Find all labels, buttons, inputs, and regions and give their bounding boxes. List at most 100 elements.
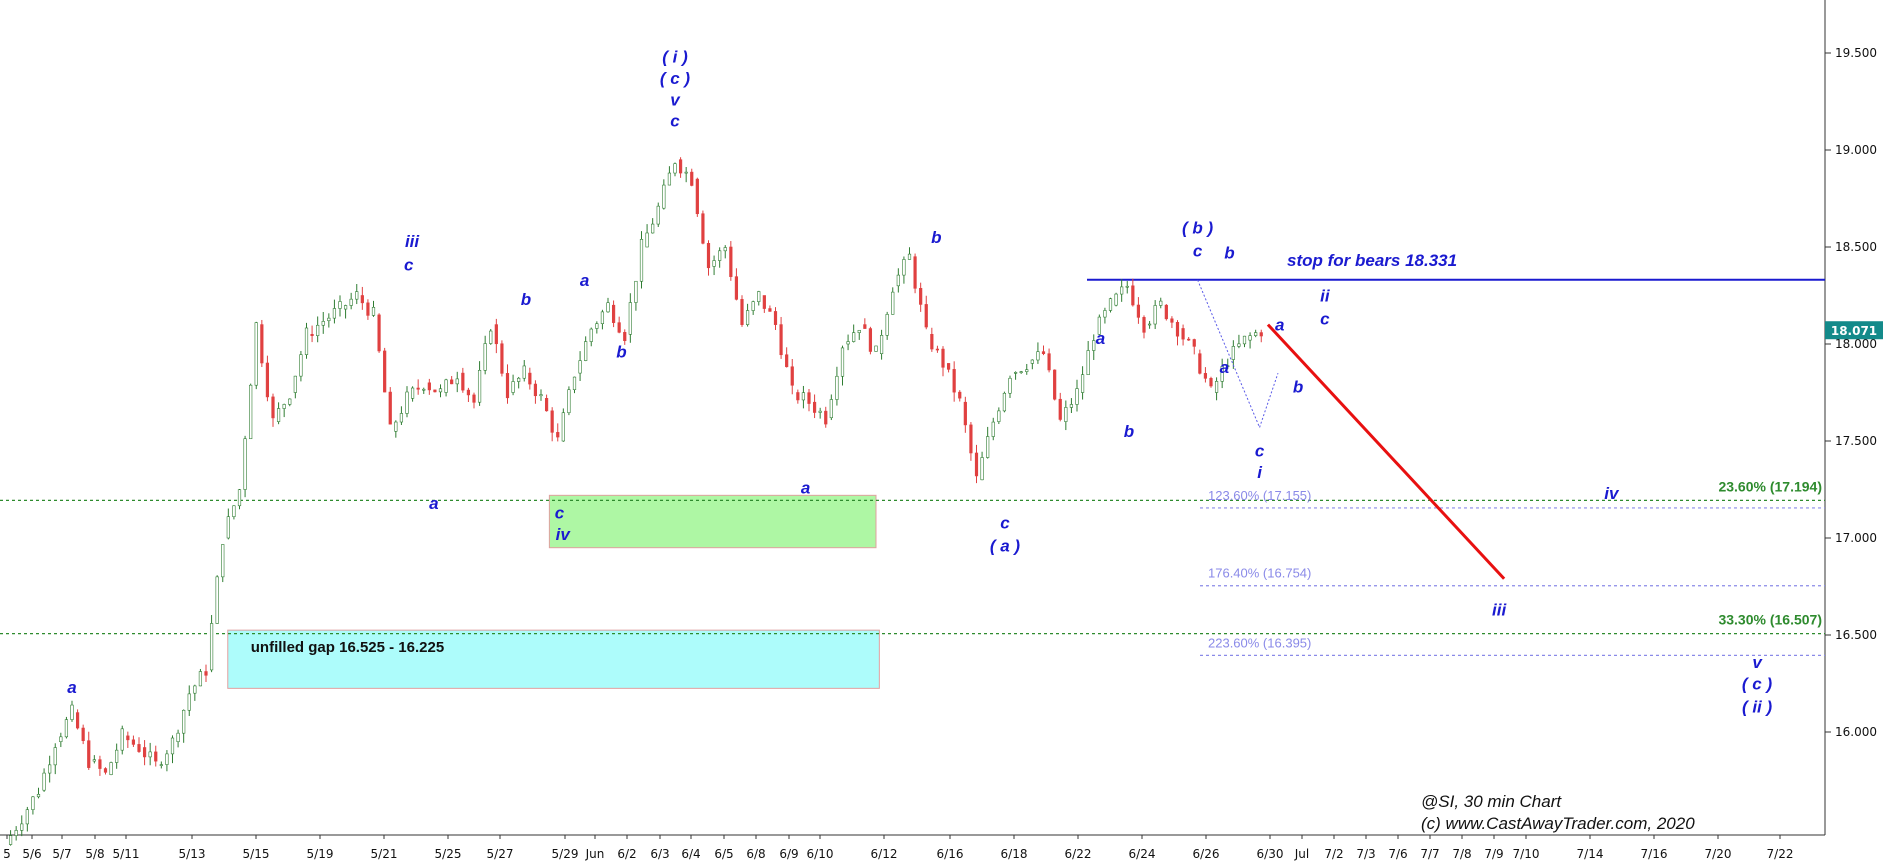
candle-body <box>1220 366 1224 382</box>
candle-body <box>433 389 437 393</box>
candle-body <box>690 171 694 186</box>
candle-body <box>416 387 420 390</box>
candle-body <box>288 398 292 405</box>
candle-body <box>489 330 493 344</box>
wave-label: ( i ) <box>662 48 688 67</box>
wave-label: iv <box>1604 484 1620 503</box>
candle-body <box>109 762 113 775</box>
x-tick-label: 5/8 <box>85 847 104 861</box>
candle-body <box>902 259 906 276</box>
candle-body <box>383 350 387 393</box>
candle-body <box>667 172 672 186</box>
candle-body <box>505 373 510 399</box>
candle-body <box>1041 351 1046 354</box>
candle-body <box>729 246 733 277</box>
candle-body <box>578 360 582 374</box>
candle-body <box>879 335 884 355</box>
y-tick-label: 18.000 <box>1835 337 1877 351</box>
candle-body <box>500 343 504 374</box>
candle-body <box>142 747 147 758</box>
candle-body <box>941 348 945 368</box>
level-label: 33.30% (16.507) <box>1718 612 1822 628</box>
candle-body <box>740 299 744 325</box>
candle-body <box>159 764 163 766</box>
candle-body <box>645 232 649 248</box>
candle-body <box>556 432 560 438</box>
candle-body <box>913 256 917 289</box>
candle-body <box>550 410 554 433</box>
candle-body <box>154 751 158 762</box>
candle-body <box>103 768 108 773</box>
wave-label: b <box>931 228 941 247</box>
candle-body <box>20 823 24 831</box>
candle-body <box>232 505 236 518</box>
candle-body <box>355 291 359 300</box>
candle-body <box>651 223 655 234</box>
candle-body <box>1237 343 1241 347</box>
candle-body <box>528 372 532 385</box>
candle-body <box>394 421 398 432</box>
x-tick-label: Jul <box>1294 847 1309 861</box>
candle-body <box>327 317 331 322</box>
candle-body <box>405 391 409 414</box>
wave-label: a <box>67 678 76 697</box>
candle-body <box>276 408 281 422</box>
x-tick-label: 6/26 <box>1193 847 1220 861</box>
candle-body <box>1008 377 1012 394</box>
candle-body <box>517 377 521 382</box>
candle-body <box>891 291 895 315</box>
candle-body <box>818 410 822 413</box>
candle-body <box>930 333 934 350</box>
candle-body <box>204 671 208 676</box>
wave-label: b <box>521 290 531 309</box>
level-label: stop for bears 18.331 <box>1287 251 1457 270</box>
x-tick-label: 5/29 <box>552 847 579 861</box>
candle-body <box>299 354 303 377</box>
candle-body <box>779 324 783 356</box>
x-tick-label: 5/13 <box>179 847 206 861</box>
x-tick-label: 5/27 <box>487 847 514 861</box>
candle-body <box>126 735 130 741</box>
candle-body <box>874 345 878 352</box>
candle-body <box>1187 338 1191 341</box>
candle-body <box>611 304 616 323</box>
candle-body <box>170 737 175 755</box>
candle-body <box>896 274 900 287</box>
candle-body <box>293 375 297 393</box>
x-tick-label: 5/7 <box>52 847 71 861</box>
x-tick-label: 5/19 <box>307 847 334 861</box>
wave-label: b <box>1124 422 1134 441</box>
x-tick-label: 5/15 <box>243 847 270 861</box>
x-tick-label: 5 <box>3 847 11 861</box>
candle-body <box>1214 381 1219 393</box>
candle-body <box>1075 388 1079 405</box>
x-tick-label: 5/11 <box>113 847 140 861</box>
candle-body <box>427 382 431 391</box>
candle-body <box>53 747 57 766</box>
candle-body <box>745 310 750 325</box>
candle-body <box>1159 300 1163 306</box>
wave-label: iii <box>1492 601 1507 620</box>
candle-body <box>1153 305 1157 325</box>
candle-body <box>790 366 794 386</box>
candle-body <box>952 369 956 393</box>
candle-body <box>623 332 627 341</box>
candle-body <box>176 732 180 743</box>
candle-body <box>718 250 722 261</box>
candle-body <box>684 171 688 174</box>
x-tick-label: 7/6 <box>1388 847 1407 861</box>
x-tick-label: 5/25 <box>435 847 462 861</box>
x-tick-label: 6/5 <box>714 847 733 861</box>
candle-body <box>165 753 169 765</box>
x-tick-label: 7/16 <box>1641 847 1668 861</box>
candle-body <box>1242 335 1247 345</box>
candle-body <box>1058 398 1062 420</box>
candle-body <box>444 379 448 393</box>
candle-body <box>1086 350 1090 376</box>
x-tick-label: 6/12 <box>871 847 898 861</box>
candle-body <box>807 392 811 404</box>
candle-body <box>1192 339 1196 347</box>
candle-body <box>974 452 979 477</box>
wave-label: ( c ) <box>660 69 691 88</box>
y-tick-label: 17.000 <box>1835 531 1877 545</box>
